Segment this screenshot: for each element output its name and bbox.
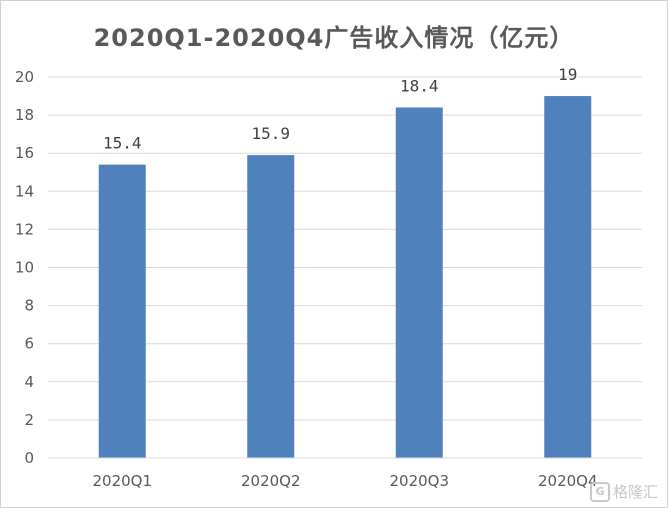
y-tick-label: 18	[15, 106, 34, 124]
x-category-label: 2020Q3	[389, 472, 449, 490]
data-label-2020Q3: 18.4	[400, 76, 439, 95]
y-tick-label: 4	[24, 373, 34, 391]
y-tick-label: 12	[15, 220, 34, 238]
data-label-2020Q1: 15.4	[103, 134, 142, 153]
chart-title: 2020Q1-2020Q4广告收入情况（亿元）	[93, 24, 575, 52]
y-axis-ticks: 0 2 4 6 8 10 12 14 16 18 20	[15, 68, 34, 467]
data-label-2020Q4: 19	[558, 65, 577, 84]
data-labels: 15.4 15.9 18.4 19	[103, 65, 577, 153]
x-category-label: 2020Q4	[538, 472, 598, 490]
bar-2020Q3	[395, 107, 443, 458]
bar-2020Q4	[544, 96, 592, 459]
y-tick-label: 8	[24, 297, 34, 315]
x-axis-categories: 2020Q1 2020Q2 2020Q3 2020Q4	[92, 472, 597, 490]
watermark-text: 格隆汇	[612, 483, 658, 501]
bar-2020Q1	[98, 164, 146, 458]
x-category-label: 2020Q1	[92, 472, 152, 490]
bar-2020Q2	[247, 155, 295, 459]
watermark-logo-icon: G	[589, 481, 610, 502]
y-tick-label: 10	[15, 259, 34, 277]
y-tick-label: 14	[15, 182, 34, 200]
y-tick-label: 16	[15, 144, 34, 162]
data-label-2020Q2: 15.9	[251, 124, 290, 143]
y-tick-label: 20	[15, 68, 34, 86]
y-tick-label: 6	[24, 335, 34, 353]
bars	[98, 96, 592, 459]
watermark: G 格隆汇	[589, 481, 658, 502]
x-category-label: 2020Q2	[241, 472, 301, 490]
gridlines	[48, 76, 642, 421]
y-tick-label: 2	[24, 411, 34, 429]
y-tick-label: 0	[24, 449, 34, 467]
